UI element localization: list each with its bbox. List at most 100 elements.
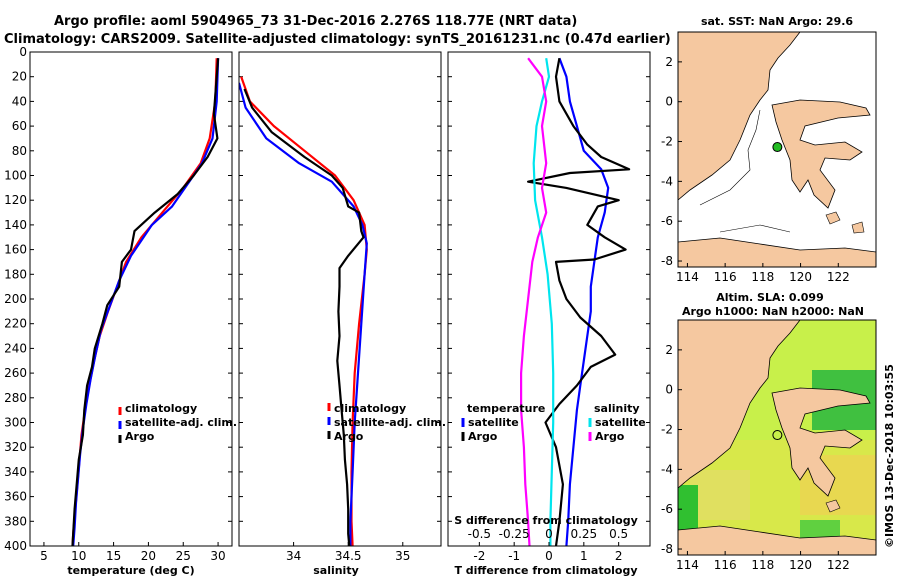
depth-tick-label: 300 xyxy=(4,416,27,430)
s-tick-label: -0.25 xyxy=(499,527,530,541)
map-x-tick-label: 114 xyxy=(676,558,699,572)
depth-tick-label: 0 xyxy=(19,45,27,59)
argo-position-marker xyxy=(772,142,783,153)
depth-tick-label: 100 xyxy=(4,169,27,183)
temperature-diff-legend: temperature satellite Argo xyxy=(461,402,545,443)
map-x-tick-label: 120 xyxy=(789,558,812,572)
depth-tick-label: 400 xyxy=(4,539,27,553)
s-tick-label: 0.5 xyxy=(609,527,628,541)
legend-s-argo: Argo xyxy=(595,430,625,443)
map-y-tick-label: -8 xyxy=(661,542,673,556)
x-tick-label: 20 xyxy=(141,549,156,563)
series-climatology xyxy=(240,76,368,546)
series-s-argo xyxy=(520,57,548,546)
salinity-legend: climatology satellite-adj. clim. Argo xyxy=(327,402,446,443)
legend-satellite-adj: satellite-adj. clim. xyxy=(125,416,237,429)
depth-tick-label: 20 xyxy=(12,70,27,84)
sst-map: sat. SST: NaN Argo: 29.6 114 116 118 120 122… xyxy=(661,15,877,284)
depth-tick-label: 200 xyxy=(4,292,27,306)
x-tick-label: 30 xyxy=(210,549,225,563)
s-tick-label: -0.5 xyxy=(468,527,491,541)
depth-tick-label: 260 xyxy=(4,366,27,380)
salinity-panel: 34 34.5 35 salinity climatology satellite-… xyxy=(238,51,446,577)
map-y-tick-label: 0 xyxy=(665,383,673,397)
map-y-tick-label: -6 xyxy=(661,214,673,228)
legend-climatology-b: climatology xyxy=(334,402,406,415)
t-difference-xlabel: T difference from climatology xyxy=(454,564,637,577)
figure-title-line1: Argo profile: aoml 5904965_73 31-Dec-201… xyxy=(54,14,577,29)
x-tick-label: 5 xyxy=(40,549,48,563)
series-satellite-adj-clim- xyxy=(239,82,368,546)
depth-tick-label: 60 xyxy=(12,119,27,133)
x-tick-label: -2 xyxy=(473,549,485,563)
temperature-panel: 5 10 15 20 25 30 temperature (deg C) climatol… xyxy=(29,51,237,577)
map-x-tick-label: 122 xyxy=(827,270,850,284)
x-tick-label: 34 xyxy=(286,549,301,563)
figure-title-line2: Climatology: CARS2009. Satellite-adjuste… xyxy=(4,32,671,47)
x-tick-label: -1 xyxy=(508,549,520,563)
sst-map-title: sat. SST: NaN Argo: 29.6 xyxy=(701,15,853,28)
series-t-satellite xyxy=(558,57,610,546)
depth-tick-label: 360 xyxy=(4,490,27,504)
depth-tick-label: 320 xyxy=(4,440,27,454)
map-y-tick-label: -2 xyxy=(661,135,673,149)
map-y-tick-label: 0 xyxy=(665,95,673,109)
sla-map-title1: Altim. SLA: 0.099 xyxy=(716,291,823,304)
x-tick-label: 35 xyxy=(395,549,410,563)
salinity-xlabel: salinity xyxy=(313,564,359,577)
x-tick-label: 1 xyxy=(580,549,588,563)
depth-tick-label: 280 xyxy=(4,391,27,405)
x-tick-label: 34.5 xyxy=(335,549,362,563)
map-y-tick-label: -4 xyxy=(661,174,673,188)
x-tick-label: 15 xyxy=(106,549,121,563)
x-tick-label: 25 xyxy=(176,549,191,563)
s-tick-label: 0.25 xyxy=(570,527,597,541)
map-x-tick-label: 116 xyxy=(714,270,737,284)
s-tick-label: 0 xyxy=(545,527,553,541)
temperature-legend: climatology satellite-adj. clim. Argo xyxy=(118,402,237,443)
series-satellite-adj-clim- xyxy=(72,58,220,546)
legend-argo-b: Argo xyxy=(334,430,364,443)
sla-map: Altim. SLA: 0.099 Argo h1000: NaN h2000:… xyxy=(661,291,877,572)
legend-temperature-title: temperature xyxy=(467,402,545,415)
map-x-tick-label: 118 xyxy=(751,270,774,284)
series-climatology xyxy=(71,58,218,546)
depth-tick-label: 240 xyxy=(4,341,27,355)
depth-tick-label: 80 xyxy=(12,144,27,158)
depth-tick-label: 220 xyxy=(4,317,27,331)
s-difference-xlabel: S difference from climatology xyxy=(454,514,638,527)
map-y-tick-label: -4 xyxy=(661,462,673,476)
map-x-tick-label: 120 xyxy=(789,270,812,284)
sla-map-title2: Argo h1000: NaN h2000: NaN xyxy=(682,305,864,318)
depth-tick-label: 340 xyxy=(4,465,27,479)
map-x-tick-label: 122 xyxy=(827,558,850,572)
legend-satellite-adj-b: satellite-adj. clim. xyxy=(334,416,446,429)
map-y-tick-label: -8 xyxy=(661,254,673,268)
series-t-argo xyxy=(527,58,631,546)
series-argo xyxy=(243,88,365,546)
legend-argo: Argo xyxy=(125,430,155,443)
map-y-tick-label: -6 xyxy=(661,502,673,516)
legend-t-argo: Argo xyxy=(468,430,498,443)
depth-tick-label: 380 xyxy=(4,514,27,528)
depth-tick-label: 160 xyxy=(4,243,27,257)
x-tick-label: 2 xyxy=(615,549,623,563)
salinity-diff-legend: salinity satellite Argo xyxy=(588,402,646,443)
map-x-tick-label: 118 xyxy=(751,558,774,572)
legend-salinity-title: salinity xyxy=(594,402,640,415)
depth-tick-label: 140 xyxy=(4,218,27,232)
depth-tick-label: 180 xyxy=(4,267,27,281)
imos-watermark: ©IMOS 13-Dec-2018 10:03:55 xyxy=(883,364,896,548)
legend-t-satellite: satellite xyxy=(468,416,519,429)
map-x-tick-label: 116 xyxy=(714,558,737,572)
argo-position-marker-sla xyxy=(772,430,783,441)
x-tick-label: 0 xyxy=(545,549,553,563)
difference-panel: -2 -1 0 1 2 -0.5 -0.25 0 0.25 0.5 S difference fr… xyxy=(447,51,651,577)
temperature-xlabel: temperature (deg C) xyxy=(67,564,194,577)
legend-climatology: climatology xyxy=(125,402,197,415)
depth-tick-label: 120 xyxy=(4,193,27,207)
series-s-satellite xyxy=(532,58,555,546)
map-y-tick-label: 2 xyxy=(665,343,673,357)
depth-tick-label: 40 xyxy=(12,94,27,108)
